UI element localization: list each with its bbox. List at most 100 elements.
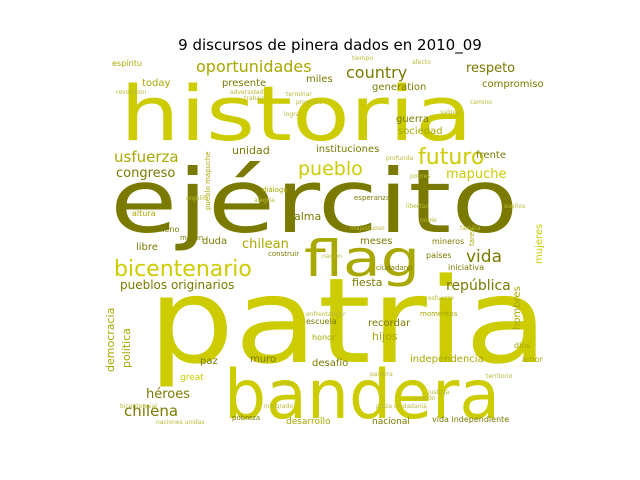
word-guerra: guerra	[396, 114, 429, 125]
word-paises: países	[426, 251, 451, 260]
word-libre: libre	[136, 242, 158, 253]
word-tarea: tarea	[468, 228, 476, 246]
word-orgullo: orgullo	[186, 195, 207, 202]
word-usfuerza: usfuerza	[114, 148, 179, 166]
word-profunda: profunda	[386, 155, 413, 162]
word-naciones-unidas: naciones unidas	[156, 419, 205, 426]
word-instituciones: instituciones	[316, 144, 379, 155]
word-alegria: alegría	[254, 197, 275, 204]
word-million: million	[180, 234, 203, 242]
word-territorio: territorio	[486, 373, 513, 380]
word-flag: flag	[304, 230, 420, 288]
word-familia: familia	[460, 225, 481, 232]
word-valores: valores	[440, 109, 462, 116]
word-pobreza: pobreza	[232, 414, 260, 422]
word-pueblo-mapuche: pueblo mapuche	[204, 151, 212, 210]
word-country: country	[346, 63, 407, 82]
word-desafio: desafío	[312, 357, 348, 369]
word-camino: camino	[470, 99, 492, 106]
word-hijos: hijos	[372, 330, 398, 343]
word-duda: duda	[202, 236, 227, 247]
word-alma: alma	[294, 210, 321, 223]
word-hombres: hombres	[512, 286, 523, 330]
word-independencia: independencia	[410, 354, 484, 365]
word-frente: frente	[476, 150, 506, 161]
word-republica: república	[446, 278, 511, 294]
word-trabajo: trabajo	[244, 95, 266, 102]
word-esfuerzo: esfuerzo	[428, 295, 454, 302]
word-espiritu: espíritu	[112, 59, 142, 68]
word-altura: altura	[132, 209, 156, 218]
word-amor: amor	[522, 355, 544, 364]
word-palabra: palabra	[370, 371, 393, 378]
word-terminar: terminar	[286, 91, 312, 98]
word-historia: historia	[120, 69, 473, 158]
word-bicentenario: bicentenario	[114, 257, 252, 282]
word-patria: patria	[148, 252, 548, 390]
word-compromiso: compromiso	[482, 79, 544, 90]
word-chilean: chilean	[242, 237, 289, 252]
word-vida: vida	[466, 247, 502, 267]
word-great: great	[180, 373, 204, 383]
word-chilena: chilena	[124, 402, 178, 420]
word-fiesta: fiesta	[352, 276, 382, 289]
word-revolution: revolution	[116, 89, 146, 96]
word-adversidad: adversidad	[230, 89, 263, 96]
word-enfrentar: enfrentar	[306, 311, 334, 318]
word-escuela: escuela	[306, 317, 337, 326]
word-lograr: lograr	[284, 111, 302, 118]
word-esperanza: esperanza	[354, 194, 390, 202]
word-politica: política	[120, 328, 133, 368]
word-majestuoso: majestuoso	[350, 225, 385, 232]
word-bicentennial: bicentennial	[120, 403, 157, 410]
word-iniciativa: iniciativa	[448, 263, 484, 272]
word-today: today	[142, 78, 171, 89]
word-lleno: lleno	[160, 225, 179, 234]
word-congreso: congreso	[116, 166, 175, 181]
word-pobres: pobres	[410, 173, 430, 180]
word-futuro: futuro	[418, 145, 484, 170]
word-ciudadano: ciudadano	[376, 264, 412, 272]
word-bandera: bandera	[224, 356, 500, 435]
word-progreso: progreso	[296, 99, 323, 106]
word-pueblo: pueblo	[298, 158, 363, 180]
word-libertad: libertad	[406, 203, 429, 210]
word-honor: honor	[312, 333, 336, 342]
word-presente: presente	[222, 78, 266, 89]
word-justicia: justicia	[427, 389, 450, 396]
word-pueblos-originarios: pueblos originarios	[120, 278, 234, 292]
word-lugar: lugar	[330, 311, 346, 318]
word-meses: meses	[360, 236, 392, 247]
word-oportunidades: oportunidades	[196, 57, 312, 76]
word-mineros: mineros	[432, 237, 464, 246]
word-recordar: recordar	[368, 318, 411, 329]
word-integrado: integrado	[264, 403, 293, 410]
word-generation: generation	[372, 82, 426, 93]
word-suenos: sueños	[504, 203, 525, 210]
word-mundo: mundo	[272, 381, 293, 388]
word-heroes: héroes	[146, 387, 190, 402]
chart-title: 9 discursos de pinera dados en 2010_09	[178, 36, 482, 55]
word-mapuche: mapuche	[446, 167, 507, 182]
word-ejercito: ejército	[110, 150, 518, 253]
word-democracia: democracia	[104, 308, 117, 372]
word-vida-independiente: vida independiente	[432, 415, 509, 424]
word-dialogo: diálogo	[262, 186, 288, 194]
word-miles: miles	[306, 74, 333, 85]
word-momentos: momentos	[420, 310, 458, 318]
word-nacion: nación	[322, 253, 342, 260]
word-corazon: corazón	[412, 395, 436, 402]
word-paz: paz	[200, 356, 218, 367]
word-dios: dios	[514, 341, 530, 350]
word-unidad: unidad	[232, 144, 270, 157]
word-respeto: respeto	[466, 61, 515, 76]
word-afecto: afecto	[412, 59, 431, 66]
word-muro: muro	[250, 354, 276, 365]
word-desarrollo: desarrollo	[286, 417, 331, 427]
word-sociedad: sociedad	[398, 126, 443, 137]
word-construir: construir	[268, 250, 299, 258]
word-tiempo: tiempo	[352, 55, 373, 62]
word-noble: noble	[420, 217, 437, 224]
